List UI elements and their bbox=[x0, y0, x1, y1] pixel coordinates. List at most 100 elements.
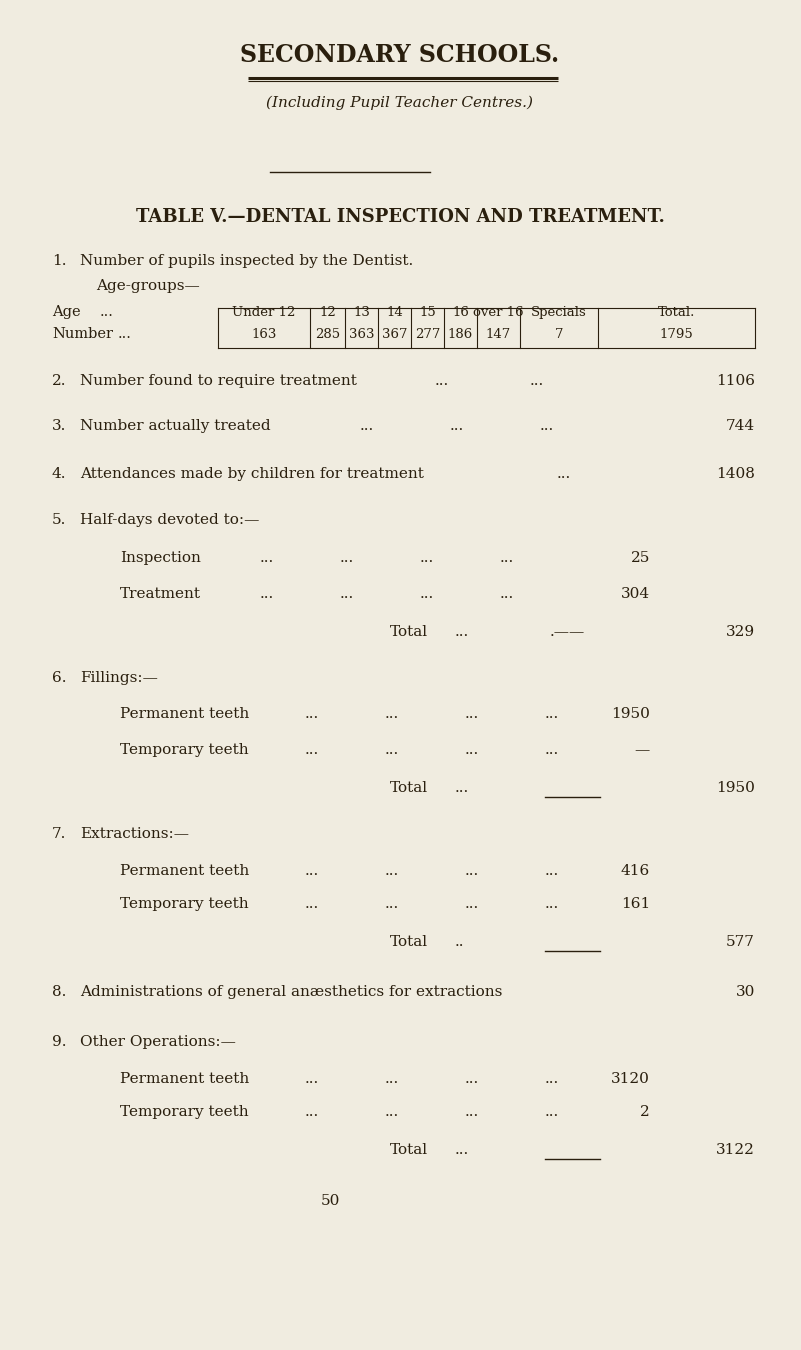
Text: Number found to require treatment: Number found to require treatment bbox=[80, 374, 357, 387]
Text: ...: ... bbox=[420, 587, 434, 601]
Text: 4.: 4. bbox=[52, 467, 66, 481]
Text: ...: ... bbox=[545, 864, 559, 878]
Text: 3.: 3. bbox=[52, 418, 66, 433]
Text: ...: ... bbox=[305, 896, 320, 911]
Text: Specials: Specials bbox=[531, 306, 587, 319]
Text: 1106: 1106 bbox=[716, 374, 755, 387]
Text: .——: .—— bbox=[550, 625, 586, 639]
Text: ...: ... bbox=[385, 743, 399, 757]
Text: ...: ... bbox=[305, 707, 320, 721]
Text: ...: ... bbox=[530, 374, 544, 387]
Text: Total: Total bbox=[390, 782, 428, 795]
Text: ...: ... bbox=[305, 864, 320, 878]
Text: 9.: 9. bbox=[52, 1035, 66, 1049]
Text: 3120: 3120 bbox=[611, 1072, 650, 1085]
Text: 367: 367 bbox=[382, 328, 407, 342]
Text: Half-days devoted to:—: Half-days devoted to:— bbox=[80, 513, 260, 526]
Text: ...: ... bbox=[465, 1072, 479, 1085]
Text: 1795: 1795 bbox=[660, 328, 694, 342]
Text: 7.: 7. bbox=[52, 828, 66, 841]
Text: 16: 16 bbox=[452, 306, 469, 319]
Text: Inspection: Inspection bbox=[120, 551, 201, 566]
Text: ...: ... bbox=[500, 551, 514, 566]
Text: ...: ... bbox=[545, 896, 559, 911]
Text: Permanent teeth: Permanent teeth bbox=[120, 1072, 249, 1085]
Text: Temporary teeth: Temporary teeth bbox=[120, 1106, 248, 1119]
Text: —: — bbox=[634, 743, 650, 757]
Text: 2.: 2. bbox=[52, 374, 66, 387]
Text: ...: ... bbox=[260, 587, 274, 601]
Text: Number: Number bbox=[52, 327, 113, 342]
Text: Extractions:—: Extractions:— bbox=[80, 828, 189, 841]
Text: 304: 304 bbox=[621, 587, 650, 601]
Text: TABLE V.—DENTAL INSPECTION AND TREATMENT.: TABLE V.—DENTAL INSPECTION AND TREATMENT… bbox=[135, 208, 665, 225]
Text: 6.: 6. bbox=[52, 671, 66, 684]
Text: 13: 13 bbox=[353, 306, 370, 319]
Text: Attendances made by children for treatment: Attendances made by children for treatme… bbox=[80, 467, 424, 481]
Text: ..: .. bbox=[455, 936, 465, 949]
Text: ...: ... bbox=[118, 327, 132, 342]
Text: ...: ... bbox=[455, 782, 469, 795]
Text: ...: ... bbox=[545, 1072, 559, 1085]
Text: 8.: 8. bbox=[52, 986, 66, 999]
Text: 416: 416 bbox=[621, 864, 650, 878]
Text: ...: ... bbox=[557, 467, 571, 481]
Text: Total: Total bbox=[390, 936, 428, 949]
Text: 1408: 1408 bbox=[716, 467, 755, 481]
Text: 14: 14 bbox=[386, 306, 403, 319]
Text: 30: 30 bbox=[735, 986, 755, 999]
Text: ...: ... bbox=[385, 896, 399, 911]
Text: ...: ... bbox=[385, 1072, 399, 1085]
Text: over 16: over 16 bbox=[473, 306, 524, 319]
Text: ...: ... bbox=[465, 864, 479, 878]
Text: ...: ... bbox=[465, 896, 479, 911]
Text: ...: ... bbox=[435, 374, 449, 387]
Text: ...: ... bbox=[260, 551, 274, 566]
Text: ...: ... bbox=[455, 1143, 469, 1157]
Text: ...: ... bbox=[465, 743, 479, 757]
Text: 1950: 1950 bbox=[716, 782, 755, 795]
Text: ...: ... bbox=[455, 625, 469, 639]
Text: 186: 186 bbox=[448, 328, 473, 342]
Text: ...: ... bbox=[450, 418, 465, 433]
Text: 12: 12 bbox=[319, 306, 336, 319]
Text: Administrations of general anæsthetics for extractions: Administrations of general anæsthetics f… bbox=[80, 986, 502, 999]
Text: (Including Pupil Teacher Centres.): (Including Pupil Teacher Centres.) bbox=[267, 96, 533, 109]
Text: ...: ... bbox=[465, 707, 479, 721]
Text: ...: ... bbox=[305, 1072, 320, 1085]
Text: ...: ... bbox=[500, 587, 514, 601]
Text: 7: 7 bbox=[555, 328, 563, 342]
Text: Total: Total bbox=[390, 625, 428, 639]
Text: 1.: 1. bbox=[52, 254, 66, 269]
Text: Treatment: Treatment bbox=[120, 587, 201, 601]
Text: 50: 50 bbox=[320, 1193, 340, 1208]
Text: 3122: 3122 bbox=[716, 1143, 755, 1157]
Text: 277: 277 bbox=[415, 328, 441, 342]
Text: 744: 744 bbox=[726, 418, 755, 433]
Text: Under 12: Under 12 bbox=[232, 306, 296, 319]
Text: Total: Total bbox=[390, 1143, 428, 1157]
Text: 15: 15 bbox=[419, 306, 436, 319]
Text: Age-groups—: Age-groups— bbox=[96, 279, 199, 293]
Text: 577: 577 bbox=[727, 936, 755, 949]
Text: SECONDARY SCHOOLS.: SECONDARY SCHOOLS. bbox=[240, 43, 560, 68]
Text: Number actually treated: Number actually treated bbox=[80, 418, 271, 433]
Text: Age: Age bbox=[52, 305, 81, 319]
Text: 25: 25 bbox=[630, 551, 650, 566]
Text: ...: ... bbox=[545, 1106, 559, 1119]
Text: Permanent teeth: Permanent teeth bbox=[120, 707, 249, 721]
Text: ...: ... bbox=[465, 1106, 479, 1119]
Text: ...: ... bbox=[305, 743, 320, 757]
Text: ...: ... bbox=[420, 551, 434, 566]
Text: ...: ... bbox=[305, 1106, 320, 1119]
Text: 329: 329 bbox=[726, 625, 755, 639]
Text: Fillings:—: Fillings:— bbox=[80, 671, 158, 684]
Text: 163: 163 bbox=[252, 328, 276, 342]
Text: ...: ... bbox=[545, 743, 559, 757]
Text: ...: ... bbox=[340, 551, 354, 566]
Text: 147: 147 bbox=[486, 328, 511, 342]
Text: ...: ... bbox=[385, 1106, 399, 1119]
Text: Total.: Total. bbox=[658, 306, 695, 319]
Text: 2: 2 bbox=[640, 1106, 650, 1119]
Text: Temporary teeth: Temporary teeth bbox=[120, 743, 248, 757]
